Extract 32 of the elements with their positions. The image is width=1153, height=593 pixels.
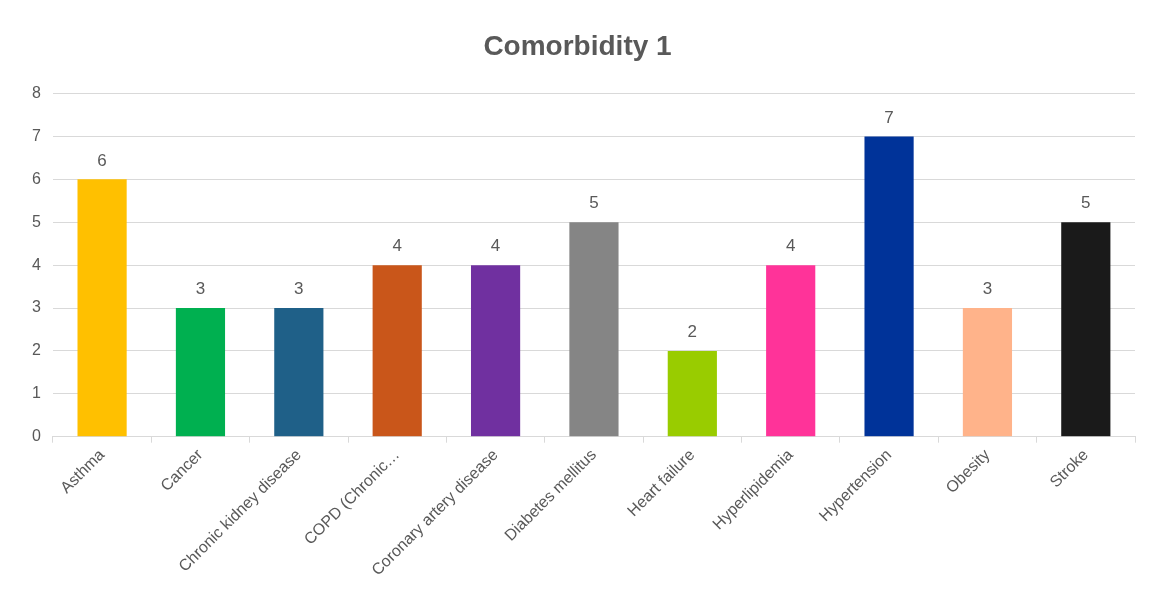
y-tick-label: 8	[31, 84, 41, 102]
y-tick-label: 3	[31, 298, 41, 316]
bar	[470, 265, 521, 437]
chart-title: Comorbidity 1	[483, 29, 672, 61]
bar	[77, 179, 127, 437]
data-label: 3	[294, 279, 304, 299]
y-tick-label: 5	[31, 212, 41, 230]
y-tick-label: 7	[31, 126, 41, 144]
bar	[962, 308, 1013, 437]
data-label: 6	[97, 150, 107, 170]
data-label: 5	[589, 193, 599, 213]
bar	[864, 136, 914, 437]
y-tick-label: 6	[31, 169, 41, 187]
data-label: 4	[392, 236, 402, 256]
data-label: 5	[1081, 193, 1091, 213]
y-tick-label: 1	[31, 384, 41, 402]
data-label: 7	[884, 107, 894, 127]
bar	[1061, 222, 1111, 437]
y-tick-label: 0	[31, 427, 41, 445]
bar	[175, 308, 226, 437]
data-label: 3	[982, 279, 993, 299]
data-label: 2	[687, 322, 698, 342]
bar	[766, 265, 816, 437]
data-label: 3	[195, 279, 206, 299]
bar	[667, 350, 717, 437]
data-label: 4	[785, 236, 796, 256]
y-tick-label: 4	[31, 255, 41, 273]
bar	[372, 265, 422, 437]
y-tick-label: 2	[31, 341, 41, 359]
bar	[569, 222, 619, 437]
data-label: 4	[490, 236, 501, 256]
bar	[274, 308, 324, 437]
